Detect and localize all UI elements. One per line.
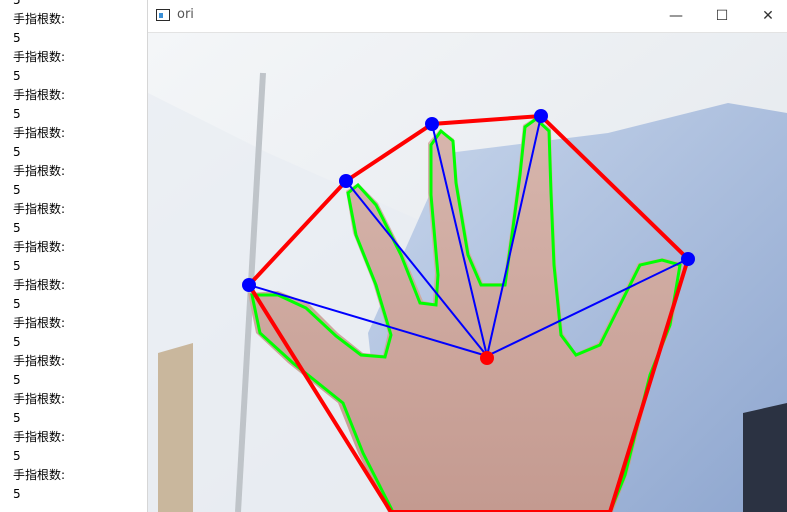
console-line: 手指根数:: [13, 50, 66, 64]
close-button[interactable]: ✕: [745, 0, 787, 32]
console-line: 手指根数:: [13, 392, 66, 406]
console-line: 手指根数:: [13, 12, 66, 26]
close-icon: ✕: [762, 8, 774, 24]
console-line: 手指根数:: [13, 430, 66, 444]
finger-line-4: [486, 115, 542, 357]
console-line: 手指根数:: [13, 354, 66, 368]
fingertip-point-4: [534, 109, 548, 123]
hand-contour: [250, 117, 682, 512]
opencv-window-ori: ori — ☐ ✕: [148, 0, 787, 512]
console-line: 5: [13, 259, 21, 273]
convex-hull: [246, 113, 691, 512]
console-line: 5: [13, 183, 21, 197]
finger-line-1: [248, 284, 488, 357]
console-line: 手指根数:: [13, 278, 66, 292]
fingertip-point-1: [242, 278, 256, 292]
minimize-button[interactable]: —: [653, 0, 699, 32]
console-line: 手指根数:: [13, 126, 66, 140]
maximize-button[interactable]: ☐: [699, 0, 745, 32]
console-line: 5: [13, 69, 21, 83]
console-line: 5: [13, 107, 21, 121]
fingertip-point-5: [681, 252, 695, 266]
window-title: ori: [177, 7, 194, 22]
background-dark-object: [743, 403, 787, 512]
hand-skin: [248, 117, 683, 512]
console-output-panel: 5 手指根数: 5 手指根数: 5 手指根数: 5 手指根数: 5 手指根数: 5 手指根数: 5 手指根…: [0, 0, 148, 512]
fingertip-point-3: [425, 117, 439, 131]
console-line: 5: [13, 373, 21, 387]
console-line: 5: [13, 0, 21, 7]
console-line: 5: [13, 221, 21, 235]
console-line: 手指根数:: [13, 316, 66, 330]
minimize-icon: —: [669, 8, 683, 24]
background-box: [158, 343, 193, 512]
window-app-icon: [156, 9, 170, 21]
console-line: 5: [13, 31, 21, 45]
background-pole: [235, 72, 266, 512]
console-line: 5: [13, 145, 21, 159]
console-line: 5: [13, 335, 21, 349]
finger-lines: [248, 115, 689, 357]
finger-line-5: [486, 258, 689, 357]
console-line: 5: [13, 411, 21, 425]
camera-frame-canvas: [148, 33, 787, 512]
palm-center-point: [480, 351, 494, 365]
console-line: 手指根数:: [13, 88, 66, 102]
window-titlebar[interactable]: ori — ☐ ✕: [148, 0, 787, 33]
console-line: 手指根数:: [13, 468, 66, 482]
console-line: 5: [13, 487, 21, 501]
console-line: 手指根数:: [13, 164, 66, 178]
console-line: 5: [13, 297, 21, 311]
maximize-icon: ☐: [715, 8, 729, 24]
finger-line-2: [345, 180, 488, 357]
console-line: 5: [13, 449, 21, 463]
fingertip-point-2: [339, 174, 353, 188]
fingertip-points: [242, 109, 695, 292]
finger-line-3: [431, 123, 488, 357]
console-line: 手指根数:: [13, 240, 66, 254]
console-line: 手指根数:: [13, 202, 66, 216]
